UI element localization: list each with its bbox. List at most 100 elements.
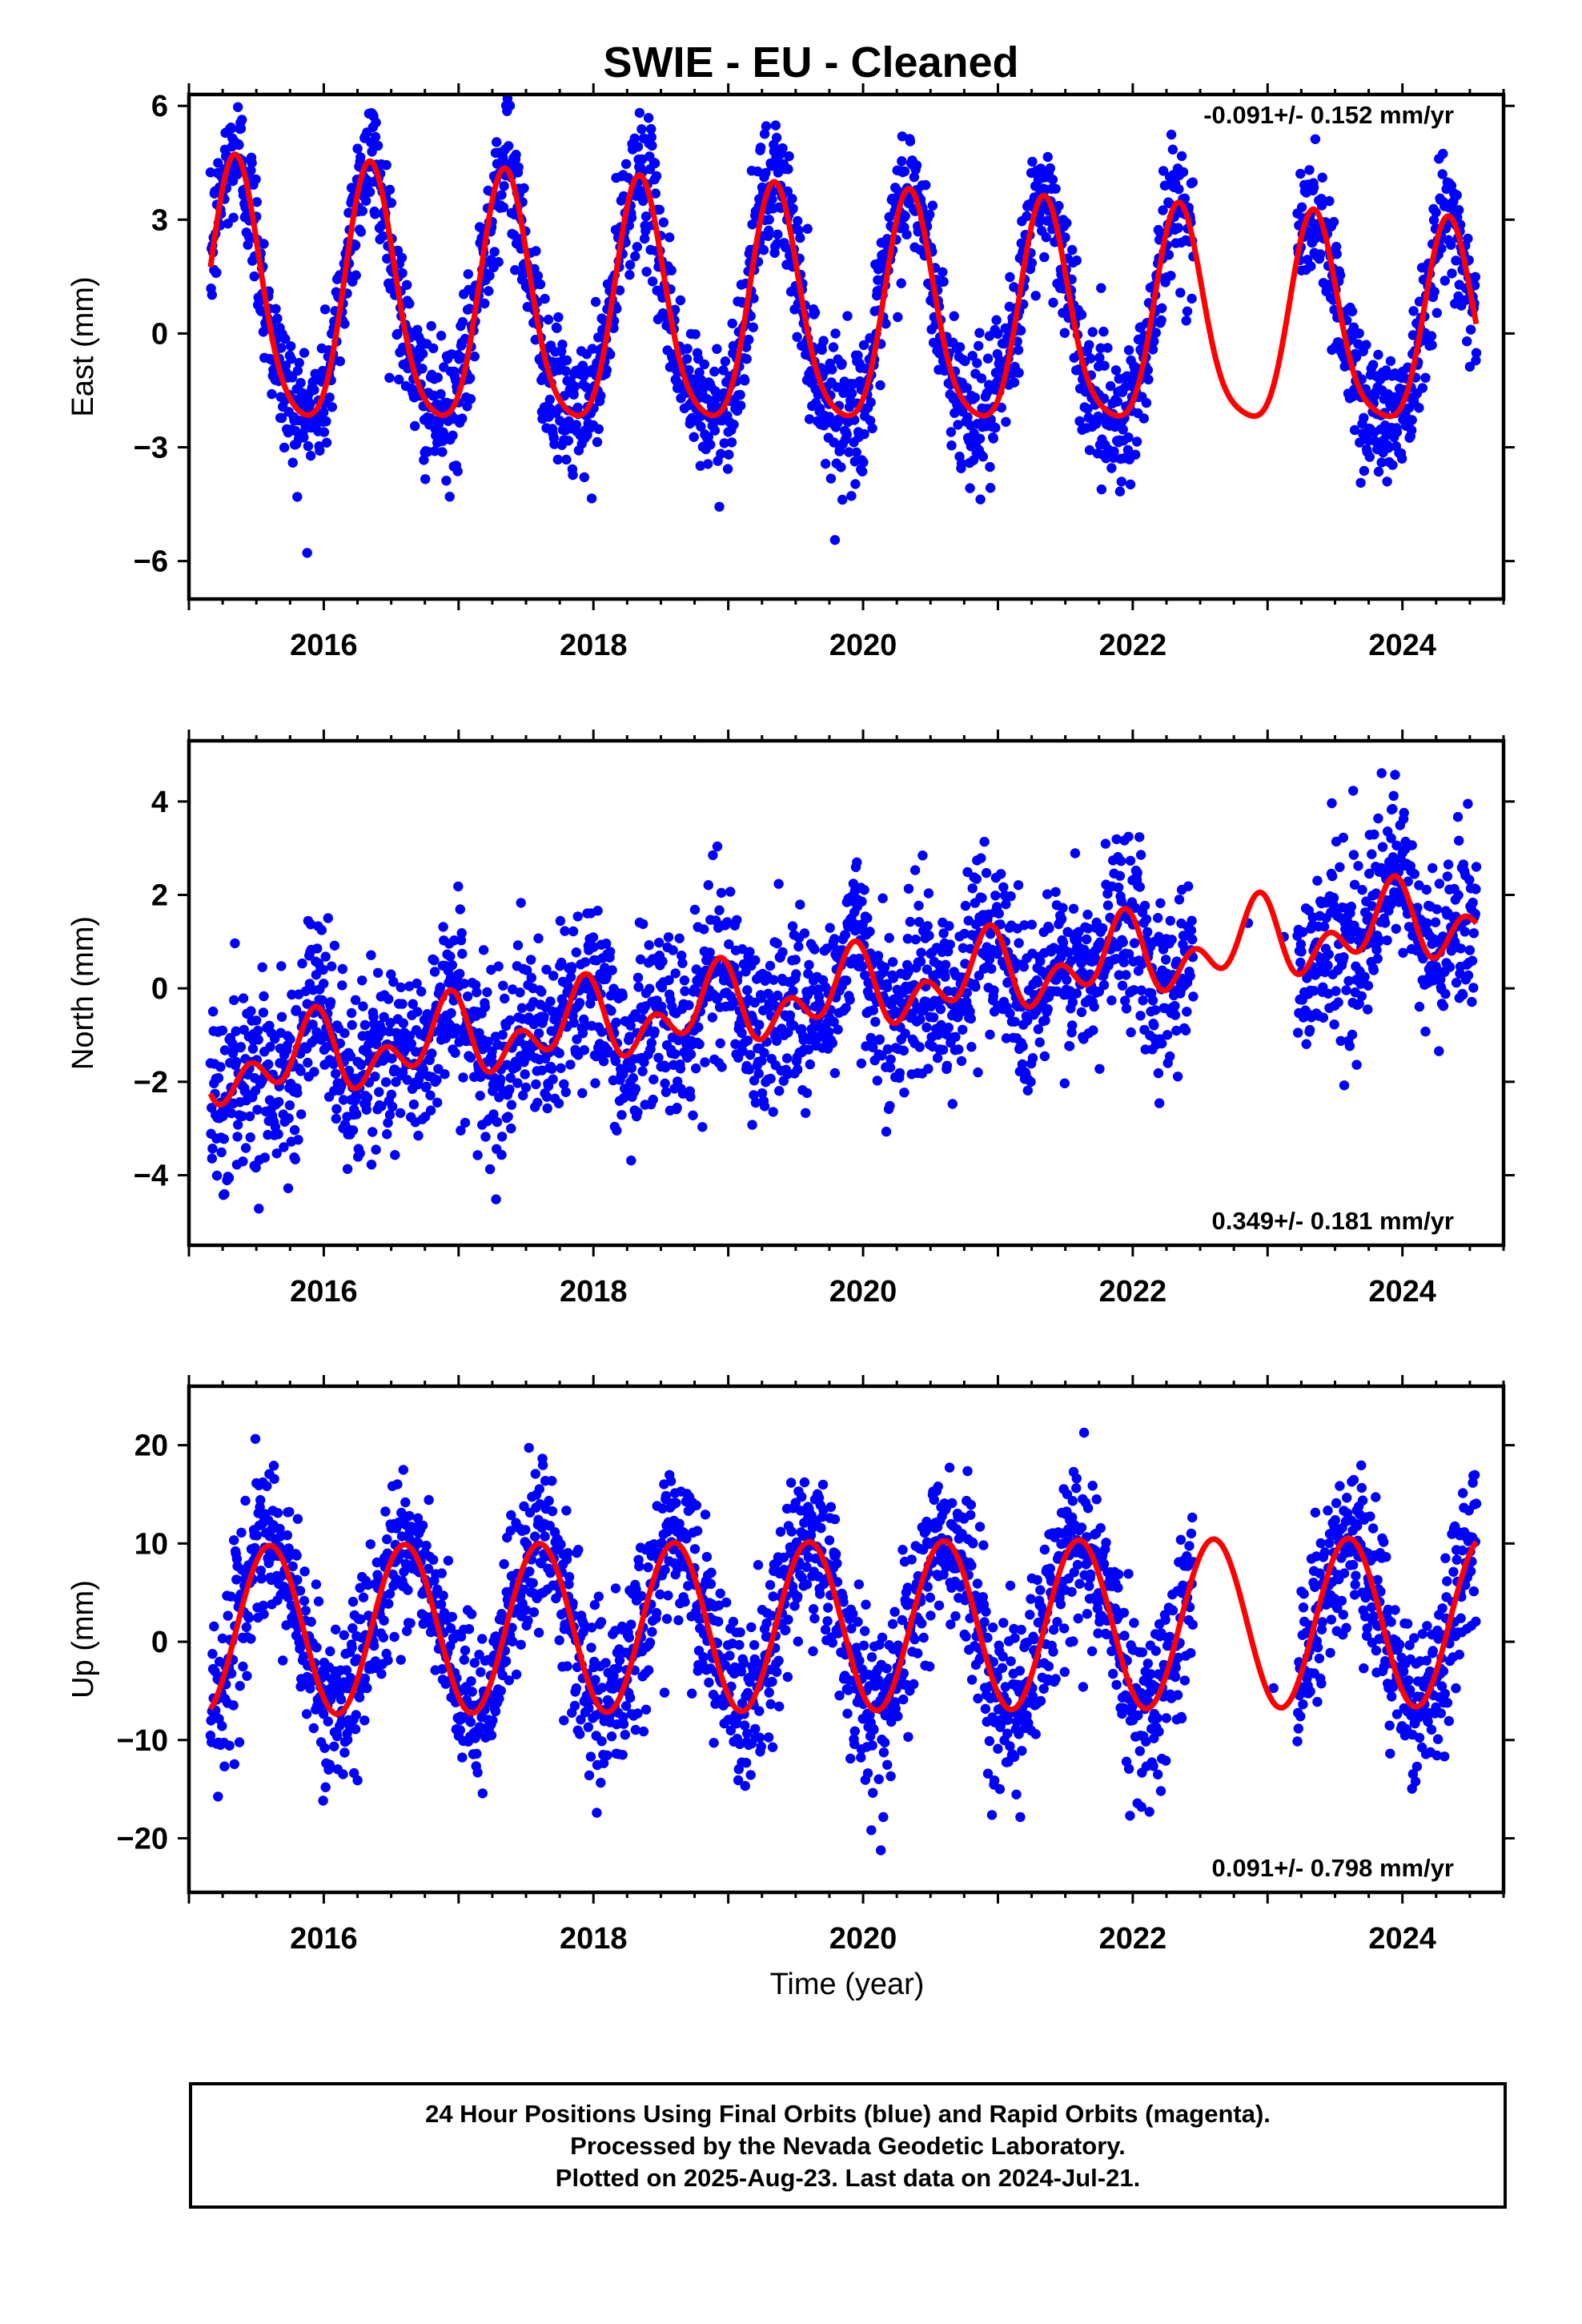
- data-point: [319, 427, 330, 437]
- data-point: [355, 1059, 367, 1071]
- data-point: [1348, 786, 1359, 796]
- data-point: [213, 158, 223, 168]
- data-point: [259, 1152, 270, 1163]
- data-point: [1034, 1037, 1045, 1047]
- data-point: [327, 402, 337, 412]
- data-point: [898, 1045, 909, 1056]
- data-point: [371, 117, 381, 128]
- data-point: [1141, 914, 1152, 925]
- data-point: [498, 202, 509, 213]
- data-point: [224, 1740, 235, 1751]
- data-point: [1022, 211, 1032, 222]
- rate-label-north: 0.349+/- 0.181 mm/yr: [1212, 1207, 1454, 1235]
- y-axis-label-north: North (mm): [66, 916, 100, 1070]
- data-point: [784, 151, 794, 162]
- data-point: [674, 933, 685, 944]
- data-point: [897, 131, 908, 142]
- data-point: [668, 945, 678, 955]
- data-point: [287, 457, 298, 468]
- data-point: [846, 388, 857, 399]
- data-point: [392, 328, 403, 340]
- data-point: [956, 458, 967, 469]
- data-point: [526, 955, 536, 965]
- data-point: [577, 360, 588, 371]
- data-point: [243, 1613, 255, 1623]
- data-point: [292, 1088, 303, 1098]
- data-point: [319, 407, 329, 418]
- data-point: [601, 364, 612, 376]
- data-point: [218, 1111, 228, 1122]
- data-point: [465, 372, 476, 384]
- data-point: [1098, 979, 1110, 991]
- data-point: [219, 1134, 229, 1144]
- data-point: [1129, 938, 1140, 948]
- data-point: [716, 448, 726, 459]
- data-point: [1096, 484, 1107, 495]
- data-point: [465, 394, 476, 404]
- data-point: [790, 955, 801, 965]
- data-point: [947, 1099, 958, 1109]
- data-point: [472, 1150, 483, 1160]
- data-point: [512, 1078, 523, 1088]
- data-point: [241, 1622, 251, 1633]
- data-point: [323, 913, 333, 923]
- data-point: [1179, 193, 1191, 203]
- data-point: [1100, 838, 1111, 849]
- data-point: [978, 452, 989, 462]
- data-point: [950, 408, 960, 418]
- data-point: [788, 986, 798, 996]
- data-point: [257, 962, 267, 973]
- data-point: [909, 172, 920, 183]
- data-point: [935, 1004, 946, 1015]
- data-point: [916, 947, 926, 958]
- data-point: [1110, 365, 1122, 376]
- data-point: [533, 933, 544, 943]
- data-point: [695, 460, 705, 471]
- data-point: [324, 392, 335, 403]
- data-point: [1347, 1029, 1358, 1040]
- data-point: [1098, 326, 1109, 337]
- data-point: [977, 893, 987, 903]
- data-point: [421, 1081, 432, 1092]
- data-point: [909, 865, 921, 875]
- data-point: [226, 123, 237, 134]
- data-point: [694, 1039, 705, 1050]
- data-point: [626, 1155, 636, 1166]
- data-point: [772, 938, 782, 949]
- data-point: [259, 991, 269, 1002]
- data-point: [1463, 233, 1473, 244]
- data-point: [1359, 971, 1370, 982]
- data-point: [875, 380, 885, 391]
- data-point: [337, 963, 348, 975]
- data-point: [480, 298, 490, 309]
- data-point: [1442, 871, 1453, 882]
- data-point: [1071, 988, 1082, 999]
- data-point: [1387, 803, 1398, 814]
- data-point: [280, 360, 291, 371]
- data-point: [259, 1609, 269, 1619]
- data-point: [557, 340, 568, 350]
- data-point: [1348, 850, 1359, 860]
- data-point: [626, 212, 637, 223]
- data-point: [962, 383, 973, 393]
- data-point: [207, 1649, 218, 1659]
- data-point: [279, 442, 290, 453]
- data-point: [809, 944, 820, 955]
- y-tick-label: −6: [134, 545, 168, 579]
- data-point: [233, 1120, 243, 1130]
- data-point: [571, 947, 581, 958]
- data-point: [1323, 960, 1333, 971]
- data-point: [513, 162, 524, 173]
- chart-title: SWIE - EU - Cleaned: [603, 38, 1018, 86]
- data-point: [911, 160, 922, 171]
- data-point: [553, 1098, 564, 1109]
- data-point: [650, 158, 661, 169]
- data-point: [355, 1148, 365, 1159]
- data-point: [765, 960, 776, 971]
- data-point: [249, 271, 259, 282]
- data-point: [901, 229, 912, 240]
- data-point: [1175, 287, 1186, 298]
- data-point: [335, 356, 345, 367]
- data-point: [708, 850, 718, 861]
